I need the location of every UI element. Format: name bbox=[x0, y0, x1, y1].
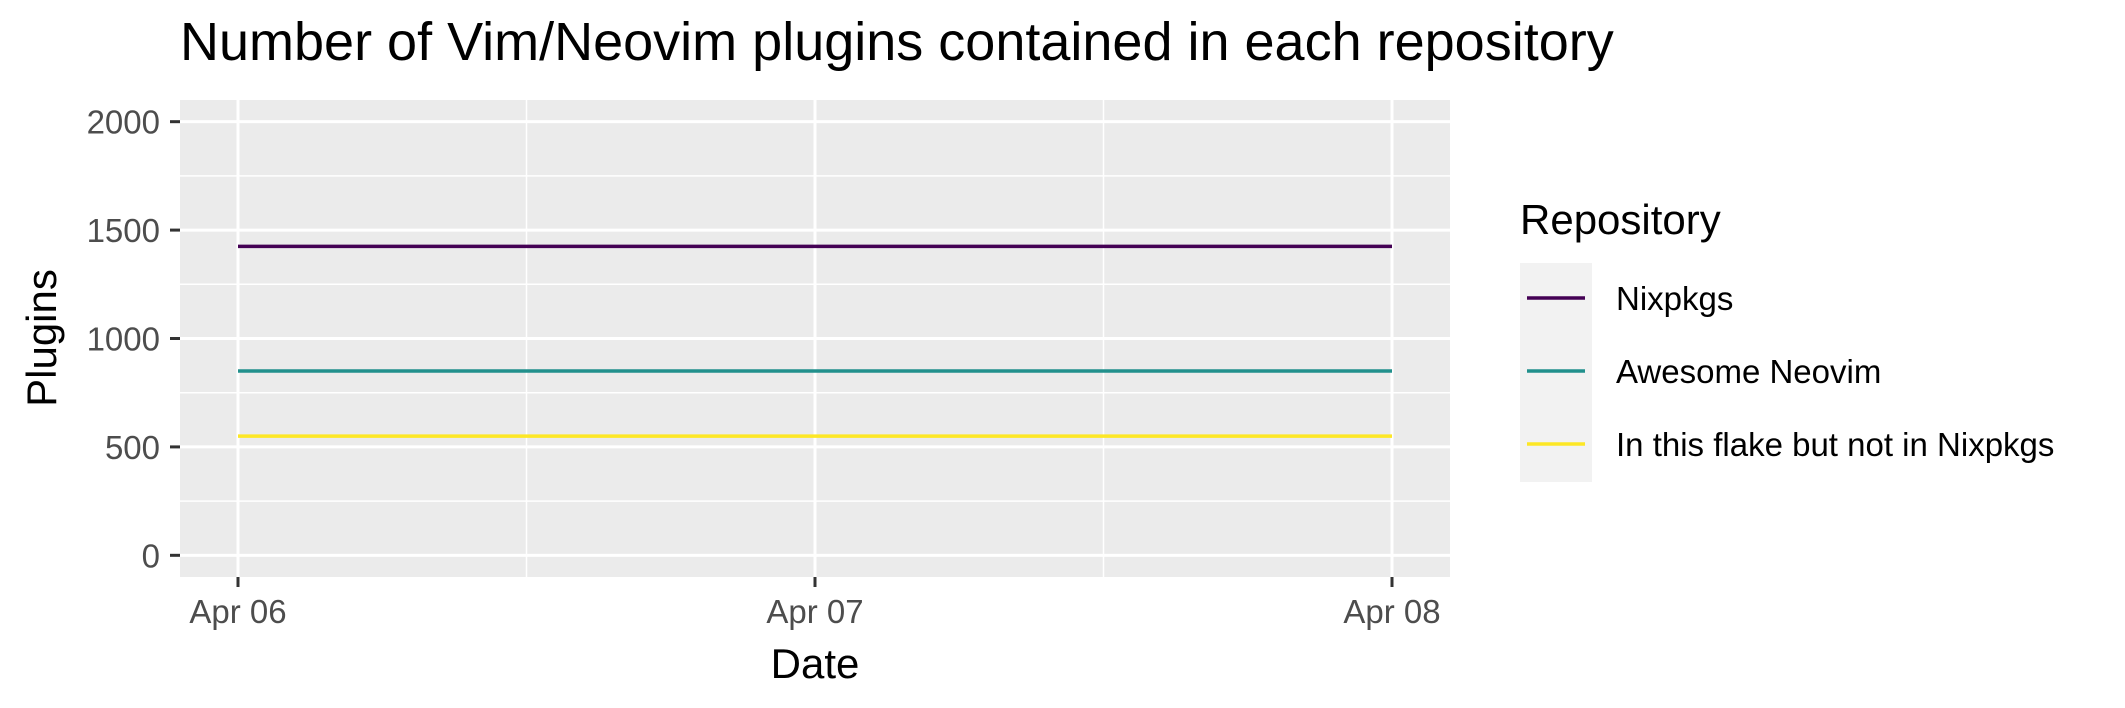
legend-label-1: Nixpkgs bbox=[1616, 280, 1733, 317]
grid-major bbox=[180, 100, 1450, 577]
y-axis-title: Plugins bbox=[18, 269, 65, 407]
y-tick-label: 1500 bbox=[87, 212, 160, 249]
legend-label-3: In this flake but not in Nixpkgs bbox=[1616, 426, 2054, 463]
x-tick-label: Apr 08 bbox=[1343, 593, 1440, 630]
x-axis-title: Date bbox=[771, 640, 860, 687]
legend-title: Repository bbox=[1520, 196, 1721, 243]
y-tick-label: 0 bbox=[142, 537, 160, 574]
legend-items: Nixpkgs Awesome Neovim In this flake but n… bbox=[1527, 280, 2054, 463]
x-tick-label: Apr 06 bbox=[189, 593, 286, 630]
y-tick-label: 500 bbox=[105, 429, 160, 466]
y-tick-label: 2000 bbox=[87, 104, 160, 141]
y-axis: 0 500 1000 1500 2000 bbox=[87, 104, 180, 574]
legend-label-2: Awesome Neovim bbox=[1616, 353, 1881, 390]
chart-title: Number of Vim/Neovim plugins contained i… bbox=[180, 12, 1614, 72]
x-tick-label: Apr 07 bbox=[766, 593, 863, 630]
x-axis: Apr 06 Apr 07 Apr 08 bbox=[189, 577, 1441, 630]
series-lines bbox=[238, 244, 1392, 438]
y-tick-label: 1000 bbox=[87, 321, 160, 358]
